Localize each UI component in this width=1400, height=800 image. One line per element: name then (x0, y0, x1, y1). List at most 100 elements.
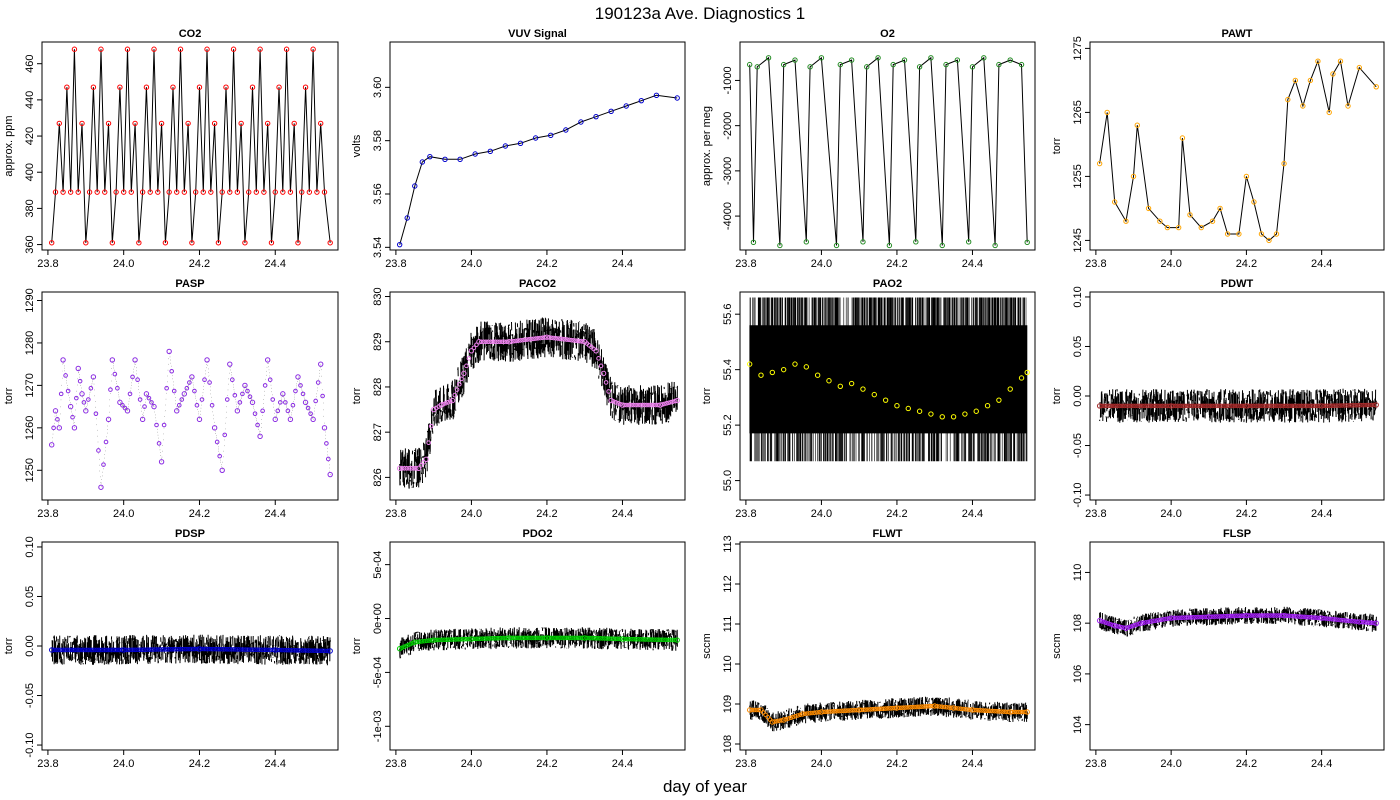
y-tick-label: 440 (24, 91, 36, 109)
data-point (1164, 224, 1171, 231)
y-axis-label: sccm (701, 633, 713, 659)
data-point (185, 646, 191, 652)
data-point (302, 399, 309, 406)
data-point (406, 466, 412, 471)
data-point (237, 400, 243, 405)
data-point (83, 408, 89, 414)
x-tick-label: 24.2 (536, 758, 557, 770)
data-point (885, 706, 891, 711)
data-point (101, 462, 106, 467)
data-point (272, 647, 278, 653)
data-point (939, 414, 945, 420)
data-point (1303, 614, 1309, 620)
y-tick-label: 104 (1072, 715, 1084, 733)
data-point (573, 635, 579, 641)
data-point (132, 357, 138, 363)
x-tick-label: 24.4 (612, 258, 633, 270)
data-point (1341, 618, 1347, 623)
data-point (304, 648, 310, 653)
data-point (93, 411, 99, 416)
data-point (1096, 617, 1103, 624)
data-point (780, 366, 787, 373)
data-point (128, 189, 134, 195)
data-point (591, 635, 596, 641)
data-point (540, 335, 545, 341)
y-tick-label: 55.6 (722, 303, 734, 324)
y-tick-label: 380 (24, 199, 36, 217)
data-point (135, 377, 140, 383)
data-point (1143, 620, 1148, 625)
data-point (624, 636, 630, 642)
data-point (792, 57, 798, 63)
data-point (640, 402, 645, 408)
data-point (1271, 403, 1277, 409)
data-point (1177, 615, 1183, 621)
data-point (245, 388, 250, 394)
data-point (313, 398, 318, 404)
data-point (941, 704, 947, 710)
data-point (522, 635, 528, 641)
y-tick-label: 1250 (24, 458, 36, 482)
data-point (52, 189, 59, 195)
y-tick-label: 1290 (24, 288, 36, 312)
data-point (1221, 614, 1227, 619)
data-point (279, 647, 285, 653)
data-point (1365, 620, 1371, 625)
data-point (1142, 403, 1147, 409)
data-point (1285, 403, 1290, 409)
data-point (396, 465, 403, 472)
data-point (399, 466, 405, 471)
data-point (633, 636, 639, 642)
data-point (894, 403, 900, 409)
data-point (1177, 403, 1183, 409)
data-point (427, 153, 433, 160)
data-point (511, 635, 516, 641)
data-point (449, 637, 454, 642)
data-point (571, 338, 576, 343)
y-tick-label: 3.54 (372, 237, 384, 258)
data-point (1337, 58, 1344, 64)
data-point (49, 240, 55, 246)
data-point (867, 707, 873, 712)
x-tick-label: 24.2 (886, 758, 907, 770)
data-point (284, 647, 289, 653)
data-point (870, 706, 875, 712)
data-point (414, 639, 420, 645)
data-point (396, 645, 403, 652)
data-point (1295, 614, 1300, 619)
data-point (531, 635, 536, 641)
y-tick-label: 111 (722, 616, 734, 633)
data-point (272, 189, 278, 195)
data-point (600, 370, 607, 377)
data-point (890, 705, 895, 711)
data-point (69, 647, 75, 653)
data-point (1119, 624, 1124, 630)
data-point (981, 55, 987, 61)
data-point (517, 635, 523, 641)
data-point (1217, 614, 1223, 619)
data-point (295, 374, 301, 380)
plot-frame (739, 291, 1036, 501)
data-point (254, 647, 260, 653)
data-point (486, 636, 492, 641)
data-point (146, 647, 152, 652)
data-point (793, 713, 798, 719)
data-point (1111, 199, 1118, 205)
data-point (531, 336, 536, 342)
data-point (746, 707, 753, 713)
data-point (994, 708, 1000, 714)
data-point (864, 64, 870, 70)
data-point (119, 647, 124, 653)
data-point (912, 704, 918, 710)
data-point (252, 647, 257, 652)
data-point (58, 391, 64, 397)
data-point (107, 647, 113, 653)
data-point (196, 646, 203, 652)
data-point (1314, 615, 1320, 621)
data-point (1318, 403, 1325, 409)
data-point (162, 647, 168, 652)
data-point (996, 397, 1002, 403)
data-point (429, 638, 434, 643)
data-point (143, 84, 150, 90)
data-point (973, 408, 979, 414)
